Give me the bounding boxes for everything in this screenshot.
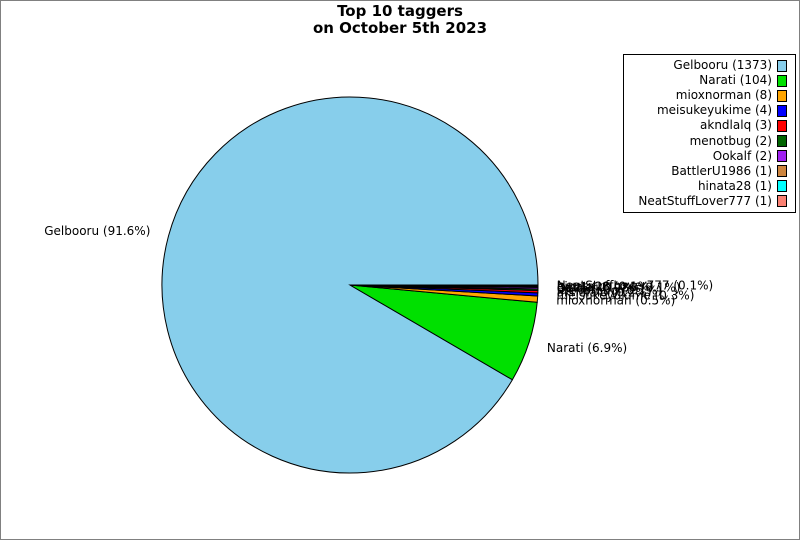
- legend-swatch: [777, 74, 787, 87]
- pie-label-hinata28: hinata28 (0.1%): [557, 279, 654, 293]
- legend-item-mioxnorman: mioxnorman (8): [627, 88, 787, 103]
- legend-label: meisukeyukime (4): [656, 103, 772, 118]
- legend-box: Gelbooru (1373) Narati (104) mioxnorman (8…: [623, 54, 796, 213]
- chart-title-line-1: Top 10 taggers: [337, 2, 463, 20]
- legend-item-hinata28: hinata28 (1): [627, 179, 787, 194]
- pie-label-meisukeyukime: meisukeyukime (0.3%): [557, 288, 695, 302]
- pie-label-ookalf: Ookalf (0.1%): [557, 282, 639, 296]
- legend-label: hinata28 (1): [697, 178, 772, 193]
- legend-swatch: [777, 165, 787, 178]
- legend-label: Gelbooru (1373): [673, 58, 772, 72]
- legend-label: mioxnorman (8): [675, 88, 772, 103]
- pie-label-narati: Narati (6.9%): [547, 341, 627, 355]
- legend-swatch: [777, 195, 787, 208]
- legend-label: Narati (104): [699, 73, 772, 88]
- legend-swatch: [777, 180, 787, 193]
- legend-item-akndlalq: akndlalq (3): [627, 118, 787, 133]
- legend-item-narati: Narati (104): [627, 73, 787, 88]
- legend-label: menotbug (2): [689, 133, 772, 148]
- pie-label-akndlalq: akndlalq (0.2%): [557, 285, 652, 299]
- pie-label-neatstufflover777: NeatStuffLover777 (0.1%): [557, 278, 713, 292]
- legend-item-ookalf: Ookalf (2): [627, 149, 787, 164]
- legend-label: NeatStuffLover777 (1): [638, 193, 772, 208]
- pie-label-gelbooru: Gelbooru (91.6%): [44, 224, 150, 238]
- legend-swatch: [777, 104, 787, 117]
- legend-swatch: [777, 135, 787, 148]
- legend-item-menotbug: menotbug (2): [627, 134, 787, 149]
- pie-slice-neatstufflover777: [349, 284, 539, 287]
- legend-item-meisukeyukime: meisukeyukime (4): [627, 103, 787, 118]
- pie-label-menotbug: menotbug (0.1%): [557, 283, 662, 297]
- legend-item-battleru1986: BattlerU1986 (1): [627, 164, 787, 179]
- legend-item-gelbooru: Gelbooru (1373): [627, 58, 787, 73]
- chart-title: Top 10 taggers on October 5th 2023: [1, 3, 799, 37]
- legend-label: BattlerU1986 (1): [671, 163, 772, 178]
- pie-label-mioxnorman: mioxnorman (0.5%): [556, 294, 675, 308]
- chart-title-line-2: on October 5th 2023: [312, 19, 488, 37]
- legend-item-neatstufflover777: NeatStuffLover777 (1): [627, 194, 787, 209]
- pie-label-battleru1986: BattlerU1986 (0.1%): [557, 280, 681, 294]
- legend-label: Ookalf (2): [712, 148, 772, 163]
- legend-swatch: [777, 59, 787, 72]
- legend-label: akndlalq (3): [700, 118, 772, 133]
- legend-swatch: [777, 150, 787, 163]
- legend-swatch: [777, 89, 787, 102]
- legend-swatch: [777, 119, 787, 132]
